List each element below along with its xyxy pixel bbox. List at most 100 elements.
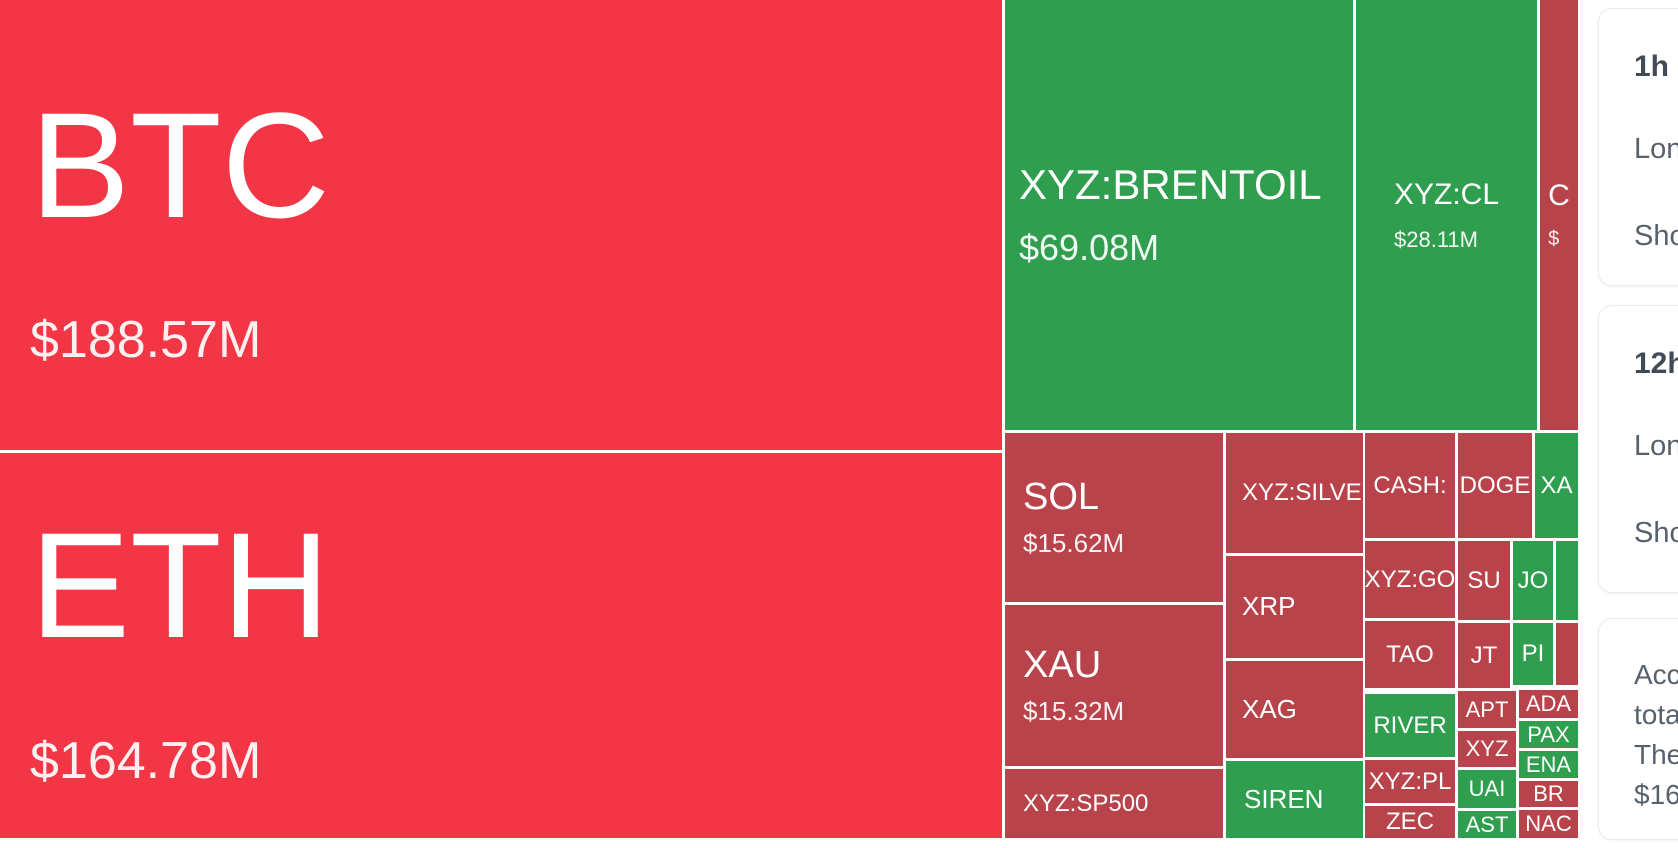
summary-line: Acc bbox=[1634, 659, 1678, 690]
treemap-cell-su[interactable]: SU bbox=[1458, 541, 1510, 620]
cell-text-stack: DOGE bbox=[1458, 472, 1532, 500]
cell-label: XYZ:CL bbox=[1393, 178, 1500, 212]
treemap-cell-nac[interactable]: NAC bbox=[1519, 810, 1578, 838]
treemap-cell-siren[interactable]: SIREN bbox=[1226, 761, 1363, 838]
treemap-cell-ast[interactable]: AST bbox=[1458, 811, 1516, 838]
cell-label: AST bbox=[1465, 811, 1509, 837]
cell-label: TAO bbox=[1386, 640, 1434, 668]
treemap-cell-pi[interactable]: PI bbox=[1513, 623, 1553, 685]
treemap-cell-eth[interactable]: ETH $164.78M bbox=[0, 453, 1002, 838]
cell-text-stack: XA bbox=[1535, 472, 1578, 500]
treemap-cell-ada[interactable]: ADA bbox=[1519, 690, 1578, 718]
cell-label: UAI bbox=[1468, 776, 1506, 802]
cell-text-stack: XYZ:GO bbox=[1365, 566, 1455, 594]
cell-text-stack: ETH $164.78M bbox=[0, 499, 1002, 791]
stat-long-12h: Long bbox=[1634, 430, 1678, 462]
cell-text-stack: PAX bbox=[1519, 722, 1578, 747]
cell-text-stack: PI bbox=[1513, 640, 1553, 668]
treemap-cell-river[interactable]: RIVER bbox=[1365, 694, 1455, 757]
cell-label: XYZ:SILVER bbox=[1242, 479, 1363, 507]
cell-label: APT bbox=[1465, 696, 1509, 722]
summary-line: The bbox=[1634, 739, 1678, 770]
cell-label: JT bbox=[1470, 641, 1498, 669]
cell-label: JO bbox=[1517, 566, 1549, 594]
treemap-cell-xag[interactable]: XAG bbox=[1226, 661, 1363, 758]
treemap-cell-pax[interactable]: PAX bbox=[1519, 721, 1578, 748]
treemap-cell-doge[interactable]: DOGE bbox=[1458, 433, 1532, 538]
summary-line: $16 bbox=[1634, 779, 1678, 810]
card-title-12h: 12h bbox=[1634, 347, 1678, 380]
cell-label: ETH bbox=[30, 501, 330, 670]
cell-value: $ bbox=[1548, 227, 1560, 250]
treemap-cell-blank[interactable] bbox=[1556, 623, 1578, 685]
cell-text-stack: JT bbox=[1458, 642, 1510, 670]
treemap-cell-btc[interactable]: BTC $188.57M bbox=[0, 0, 1002, 450]
stat-short-12h: Short bbox=[1634, 517, 1678, 549]
cell-label: XYZ:GO bbox=[1365, 565, 1455, 593]
cell-label: SIREN bbox=[1244, 783, 1324, 814]
cell-value: $28.11M bbox=[1393, 226, 1478, 252]
stat-short-1h: Short bbox=[1634, 220, 1678, 252]
cell-text-stack: UAI bbox=[1458, 776, 1516, 801]
cell-text-stack: XAG bbox=[1226, 693, 1363, 725]
treemap-cell-xrp[interactable]: XRP bbox=[1226, 556, 1363, 658]
cell-value: $15.62M bbox=[1023, 528, 1125, 559]
treemap-cell-xyz[interactable]: XYZ bbox=[1458, 731, 1516, 767]
treemap-cell-xyz-sp500[interactable]: XYZ:SP500 bbox=[1005, 769, 1223, 838]
cell-label: BR bbox=[1533, 781, 1564, 807]
treemap-cell-blank[interactable] bbox=[1556, 541, 1578, 620]
treemap-cell-xyz-silver[interactable]: XYZ:SILVER bbox=[1226, 433, 1363, 553]
treemap-cell-jo[interactable]: JO bbox=[1513, 541, 1553, 620]
treemap-cell-br[interactable]: BR bbox=[1519, 781, 1578, 807]
treemap-cell-uai[interactable]: UAI bbox=[1458, 770, 1516, 808]
treemap-cell-c[interactable]: C $ bbox=[1540, 0, 1578, 430]
cell-text-stack: AST bbox=[1458, 812, 1516, 837]
treemap-cell-ena[interactable]: ENA bbox=[1519, 751, 1578, 778]
cell-text-stack: XYZ:CL $28.11M bbox=[1394, 178, 1499, 252]
treemap-cell-apt[interactable]: APT bbox=[1458, 691, 1516, 728]
cell-label: XYZ:BRENTOIL bbox=[1019, 161, 1322, 209]
cell-text-stack: SOL $15.62M bbox=[1005, 476, 1223, 560]
treemap-cell-tao[interactable]: TAO bbox=[1365, 621, 1455, 688]
cell-label: PAX bbox=[1527, 721, 1570, 747]
cell-label: BTC bbox=[30, 80, 330, 249]
cell-label: DOGE bbox=[1459, 471, 1531, 499]
treemap-cell-zec[interactable]: ZEC bbox=[1365, 806, 1455, 838]
treemap-cell-sol[interactable]: SOL $15.62M bbox=[1005, 433, 1223, 602]
cell-text-stack: XYZ:SILVER bbox=[1226, 479, 1363, 507]
cell-label: XYZ:PL bbox=[1368, 767, 1452, 795]
treemap-cell-xau[interactable]: XAU $15.32M bbox=[1005, 605, 1223, 766]
cell-text-stack: APT bbox=[1458, 697, 1516, 722]
cell-text-stack: ADA bbox=[1519, 691, 1578, 716]
treemap-cell-xa[interactable]: XA bbox=[1535, 433, 1578, 538]
cell-value: $188.57M bbox=[30, 311, 262, 370]
cell-label: XRP bbox=[1242, 591, 1296, 622]
cell-label: RIVER bbox=[1373, 711, 1447, 739]
treemap-cell-xyz-cl[interactable]: XYZ:CL $28.11M bbox=[1356, 0, 1537, 430]
cell-text-stack: XYZ:SP500 bbox=[1005, 790, 1223, 818]
cell-text-stack: SIREN bbox=[1226, 783, 1363, 815]
cell-text-stack: BTC $188.57M bbox=[0, 79, 1002, 371]
cell-text-stack: RIVER bbox=[1365, 712, 1455, 740]
cell-label: ENA bbox=[1525, 751, 1572, 777]
cell-label: CASH: bbox=[1373, 471, 1447, 499]
cell-text-stack: C $ bbox=[1548, 179, 1570, 251]
cell-text-stack: XYZ:BRENTOIL $69.08M bbox=[1005, 161, 1353, 269]
treemap-cell-xyz-brentoil[interactable]: XYZ:BRENTOIL $69.08M bbox=[1005, 0, 1353, 430]
panel-card-1h: 1h Long Short bbox=[1598, 8, 1678, 286]
cell-label: PI bbox=[1521, 640, 1545, 668]
panel-card-12h: 12h Long Short bbox=[1598, 305, 1678, 593]
treemap-cell-jt[interactable]: JT bbox=[1458, 623, 1510, 688]
treemap-cell-xyz-go[interactable]: XYZ:GO bbox=[1365, 541, 1455, 618]
treemap-cell-xyz-pl[interactable]: XYZ:PL bbox=[1365, 760, 1455, 803]
cell-label: XAG bbox=[1242, 693, 1297, 724]
cell-label: ADA bbox=[1525, 691, 1572, 717]
treemap-cell-cash-[interactable]: CASH: bbox=[1365, 433, 1455, 538]
cell-text-stack: TAO bbox=[1365, 641, 1455, 669]
cell-text-stack: ENA bbox=[1519, 752, 1578, 777]
cell-label: XYZ:SP500 bbox=[1023, 789, 1149, 817]
liquidation-treemap: BTC $188.57M ETH $164.78M XYZ:BRENTOIL $… bbox=[0, 0, 1578, 838]
cell-label: SU bbox=[1467, 566, 1501, 594]
panel-card-summary: Acc tota The $16 bbox=[1598, 618, 1678, 840]
